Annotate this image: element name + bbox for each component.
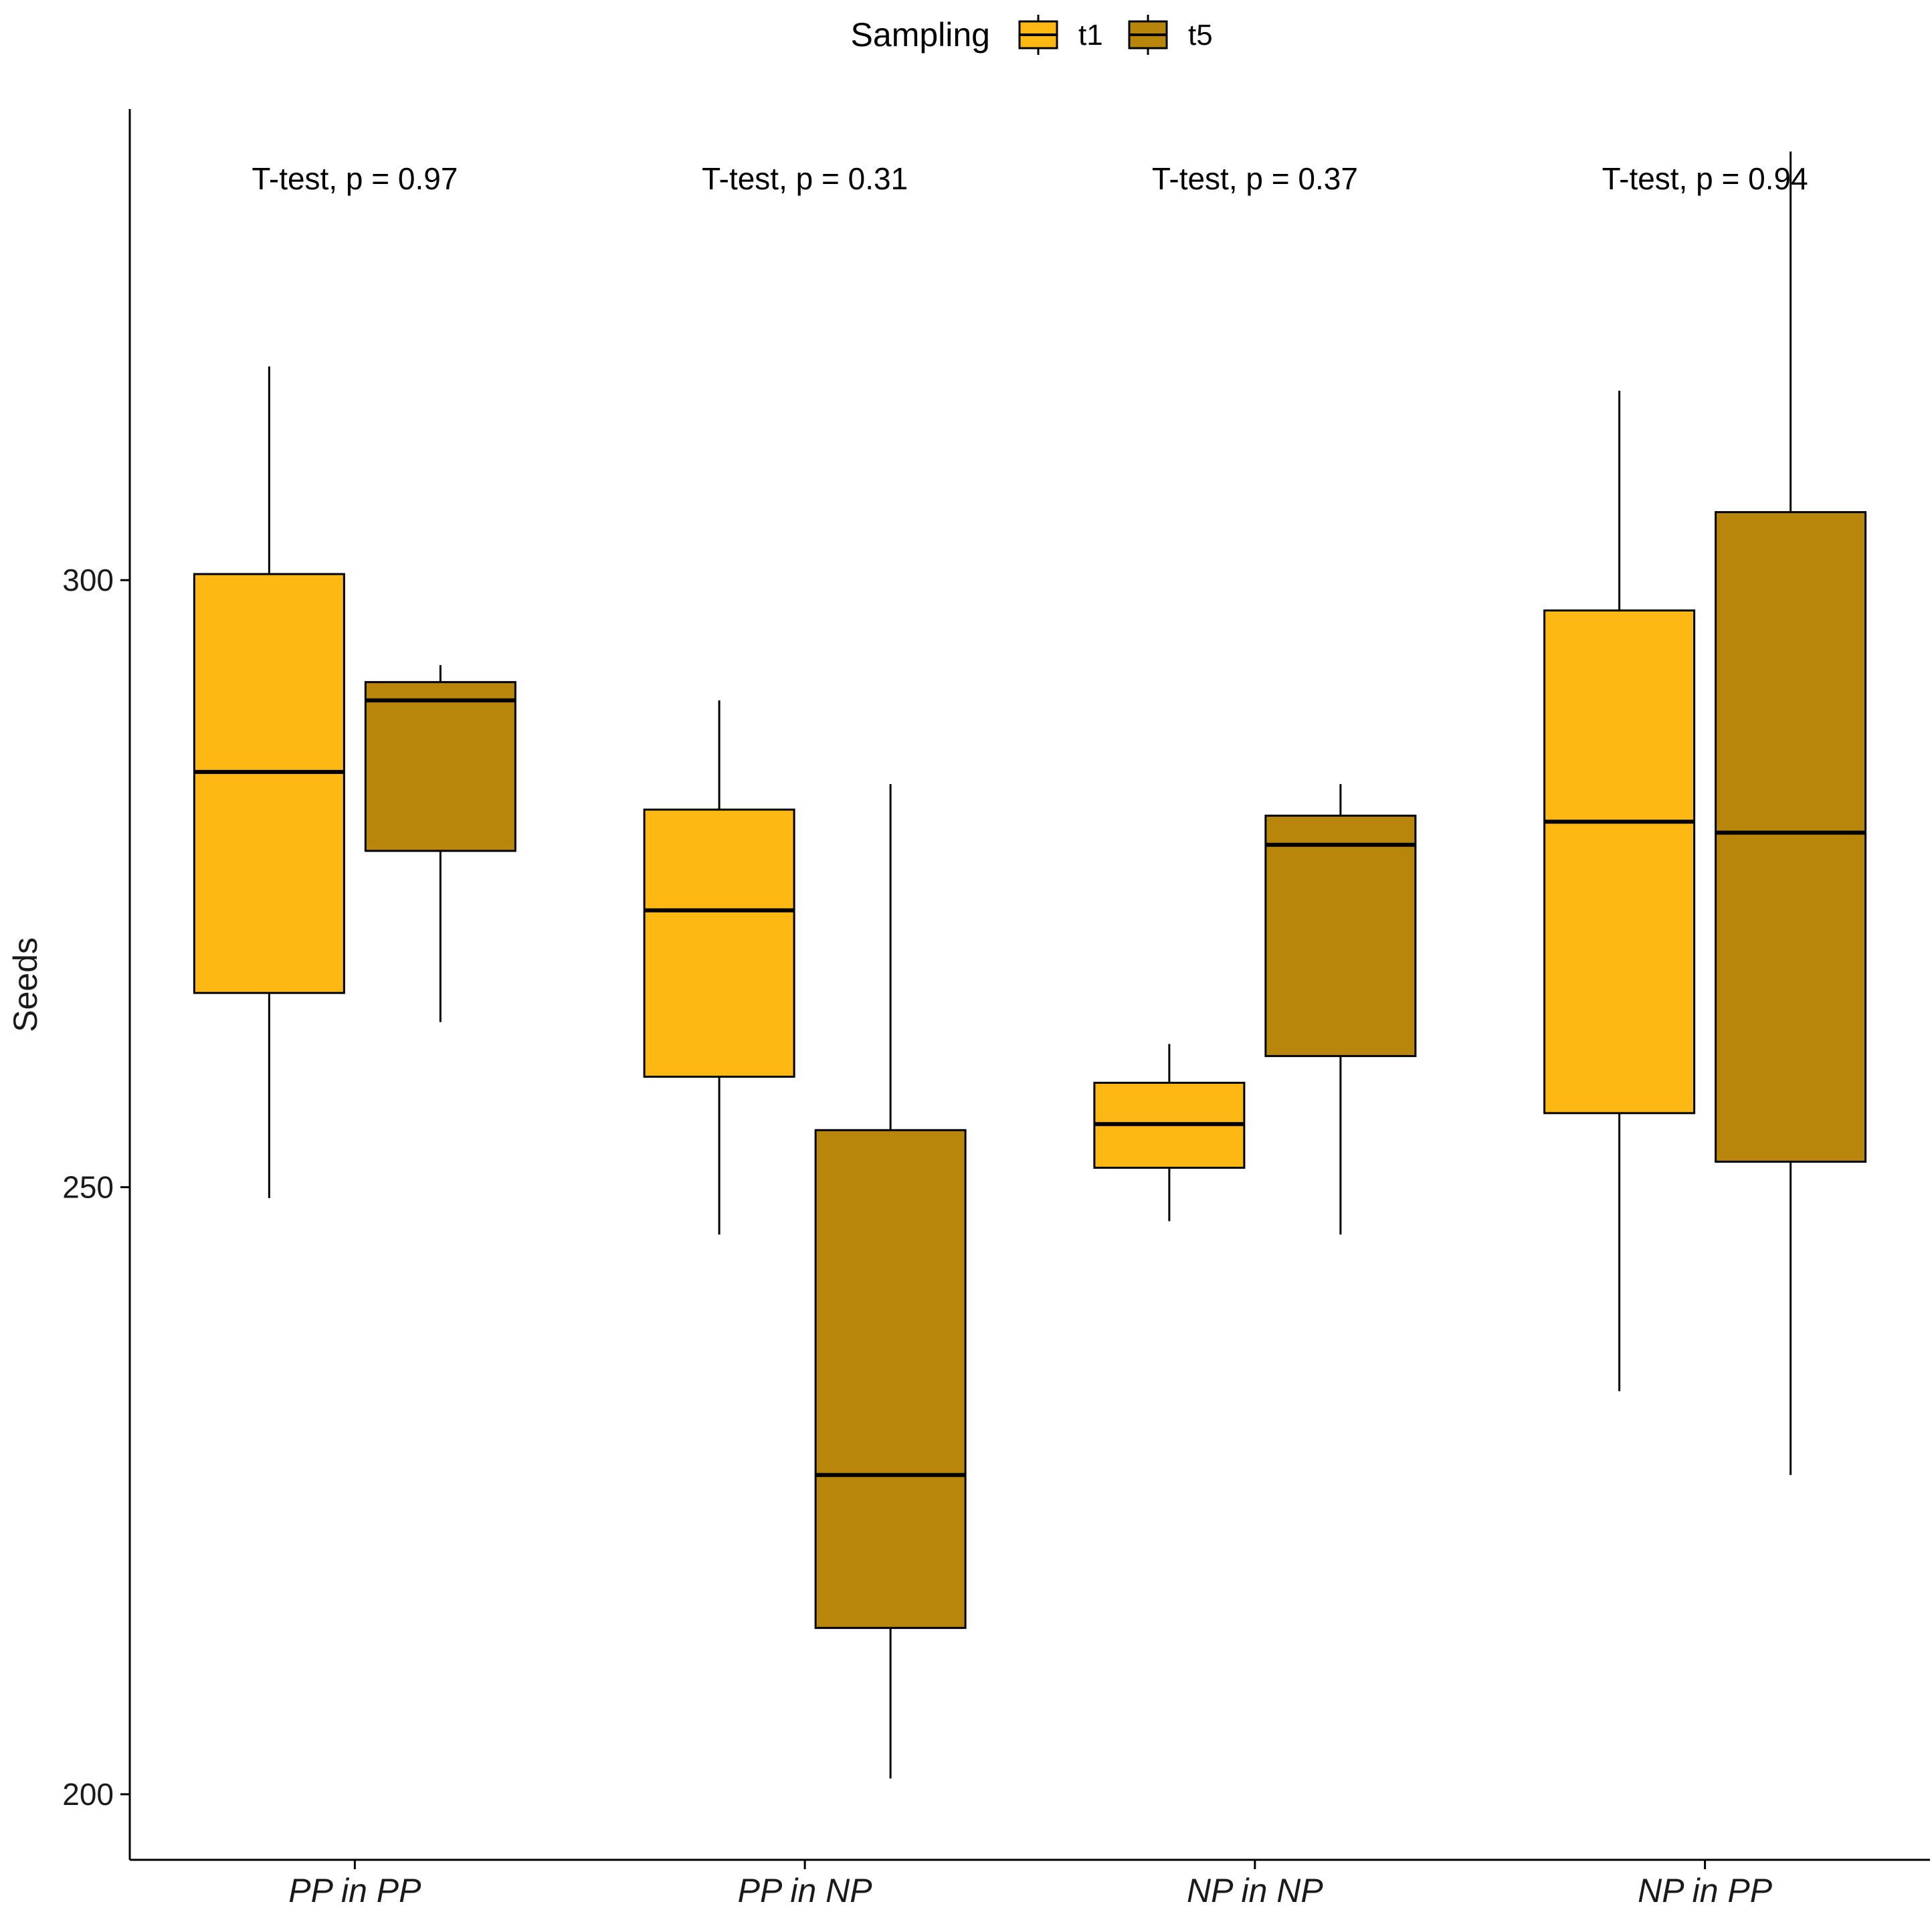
box-t1-1 xyxy=(643,700,795,1235)
y-tick-label: 300 xyxy=(62,563,114,597)
y-tick-label: 200 xyxy=(62,1777,114,1812)
ttest-annotation: T-test, p = 0.94 xyxy=(1602,161,1808,196)
legend-label-t5: t5 xyxy=(1188,19,1213,52)
legend: Sampling t1 t5 xyxy=(851,15,1213,55)
box-rect xyxy=(643,808,795,1078)
x-tick-label: PP in NP xyxy=(738,1872,873,1909)
y-axis-title: Seeds xyxy=(7,937,44,1032)
box-rect xyxy=(1543,609,1696,1115)
legend-title: Sampling xyxy=(851,16,990,54)
box-t5-1 xyxy=(814,784,967,1779)
legend-label-t1: t1 xyxy=(1078,19,1103,52)
box-t1-0 xyxy=(193,366,345,1198)
box-t1-2 xyxy=(1093,1044,1246,1222)
x-tick-label: NP in PP xyxy=(1638,1872,1773,1909)
box-t5-2 xyxy=(1264,784,1417,1235)
y-tick-label: 250 xyxy=(62,1170,114,1205)
ttest-annotation: T-test, p = 0.37 xyxy=(1152,161,1358,196)
box-rect xyxy=(1264,814,1417,1058)
ttest-annotation: T-test, p = 0.97 xyxy=(252,161,458,196)
box-rect xyxy=(814,1129,967,1629)
annotations: T-test, p = 0.97 T-test, p = 0.31 T-test, … xyxy=(252,161,1808,196)
box-t5-0 xyxy=(364,665,516,1022)
box-rect xyxy=(193,573,345,994)
boxes xyxy=(193,151,1867,1779)
ttest-annotation: T-test, p = 0.31 xyxy=(702,161,908,196)
legend-key-t1 xyxy=(1018,15,1058,55)
box-rect xyxy=(364,681,516,852)
x-tick-label: PP in PP xyxy=(288,1872,421,1909)
box-t1-3 xyxy=(1543,391,1696,1392)
axes: 200 250 300 PP in PP PP in NP NP in NP NP in P… xyxy=(7,109,1930,1909)
x-tick-label: NP in NP xyxy=(1187,1872,1323,1909)
box-rect xyxy=(1715,511,1867,1163)
box-t5-3 xyxy=(1715,151,1867,1475)
legend-key-t5 xyxy=(1128,15,1168,55)
